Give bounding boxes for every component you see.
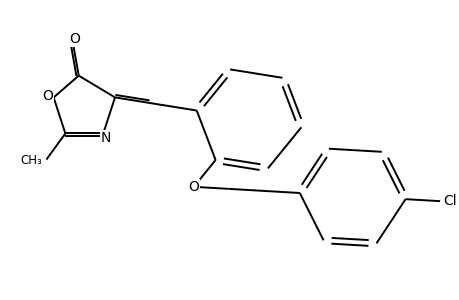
Text: N: N xyxy=(100,131,111,145)
Text: CH₃: CH₃ xyxy=(20,154,42,167)
Text: O: O xyxy=(42,89,53,103)
Text: O: O xyxy=(69,32,80,46)
Text: Cl: Cl xyxy=(442,194,456,208)
Text: O: O xyxy=(188,180,199,194)
